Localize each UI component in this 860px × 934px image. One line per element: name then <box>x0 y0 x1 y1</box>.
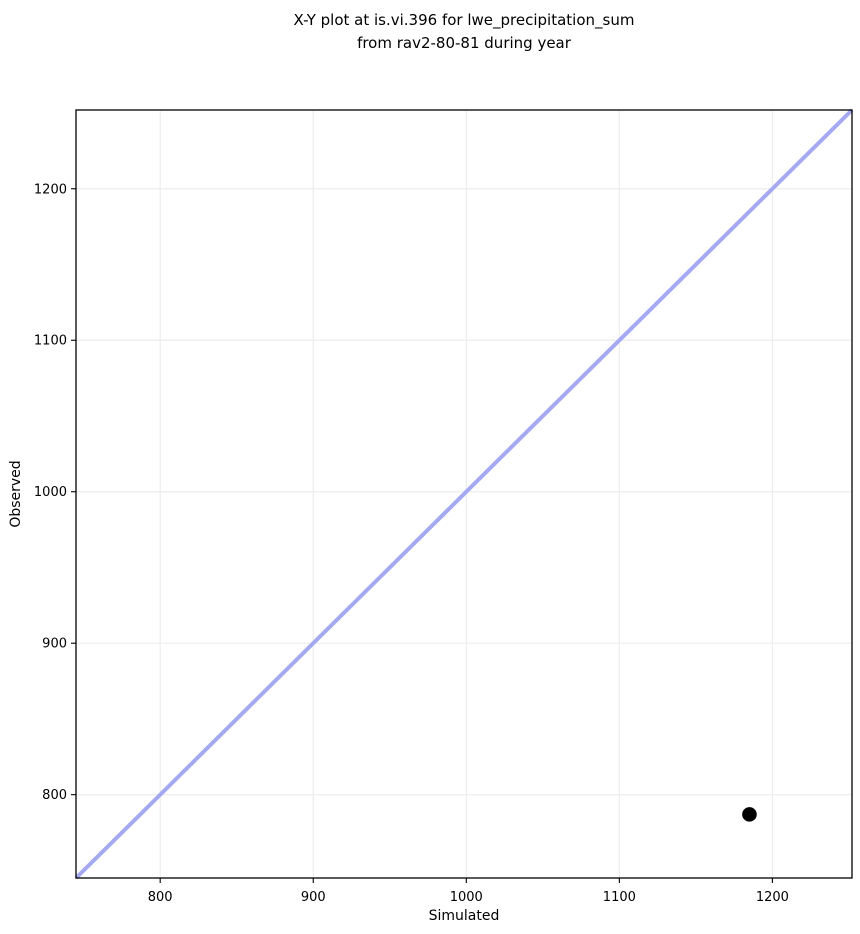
y-tick-label: 1200 <box>34 182 67 197</box>
chart-title-line-1: X-Y plot at is.vi.396 for lwe_precipitat… <box>293 11 635 29</box>
x-tick-label: 1200 <box>756 890 789 905</box>
identity-line <box>74 108 854 880</box>
y-tick-label: 800 <box>42 788 67 803</box>
y-tick-label: 900 <box>42 637 67 652</box>
plot-border <box>75 109 853 879</box>
x-axis-label: Simulated <box>429 908 500 924</box>
x-tick-label: 800 <box>148 890 173 905</box>
y-tick-label: 1100 <box>34 334 67 349</box>
x-tick-label: 1000 <box>450 890 483 905</box>
chart-title-line-2: from rav2-80-81 during year <box>357 34 571 52</box>
x-tick-label: 900 <box>301 890 326 905</box>
y-axis-label: Observed <box>8 460 24 527</box>
x-tick-label: 1100 <box>603 890 636 905</box>
chart-title: X-Y plot at is.vi.396 for lwe_precipitat… <box>76 9 852 55</box>
y-tick-label: 1000 <box>34 485 67 500</box>
data-point <box>742 807 757 822</box>
